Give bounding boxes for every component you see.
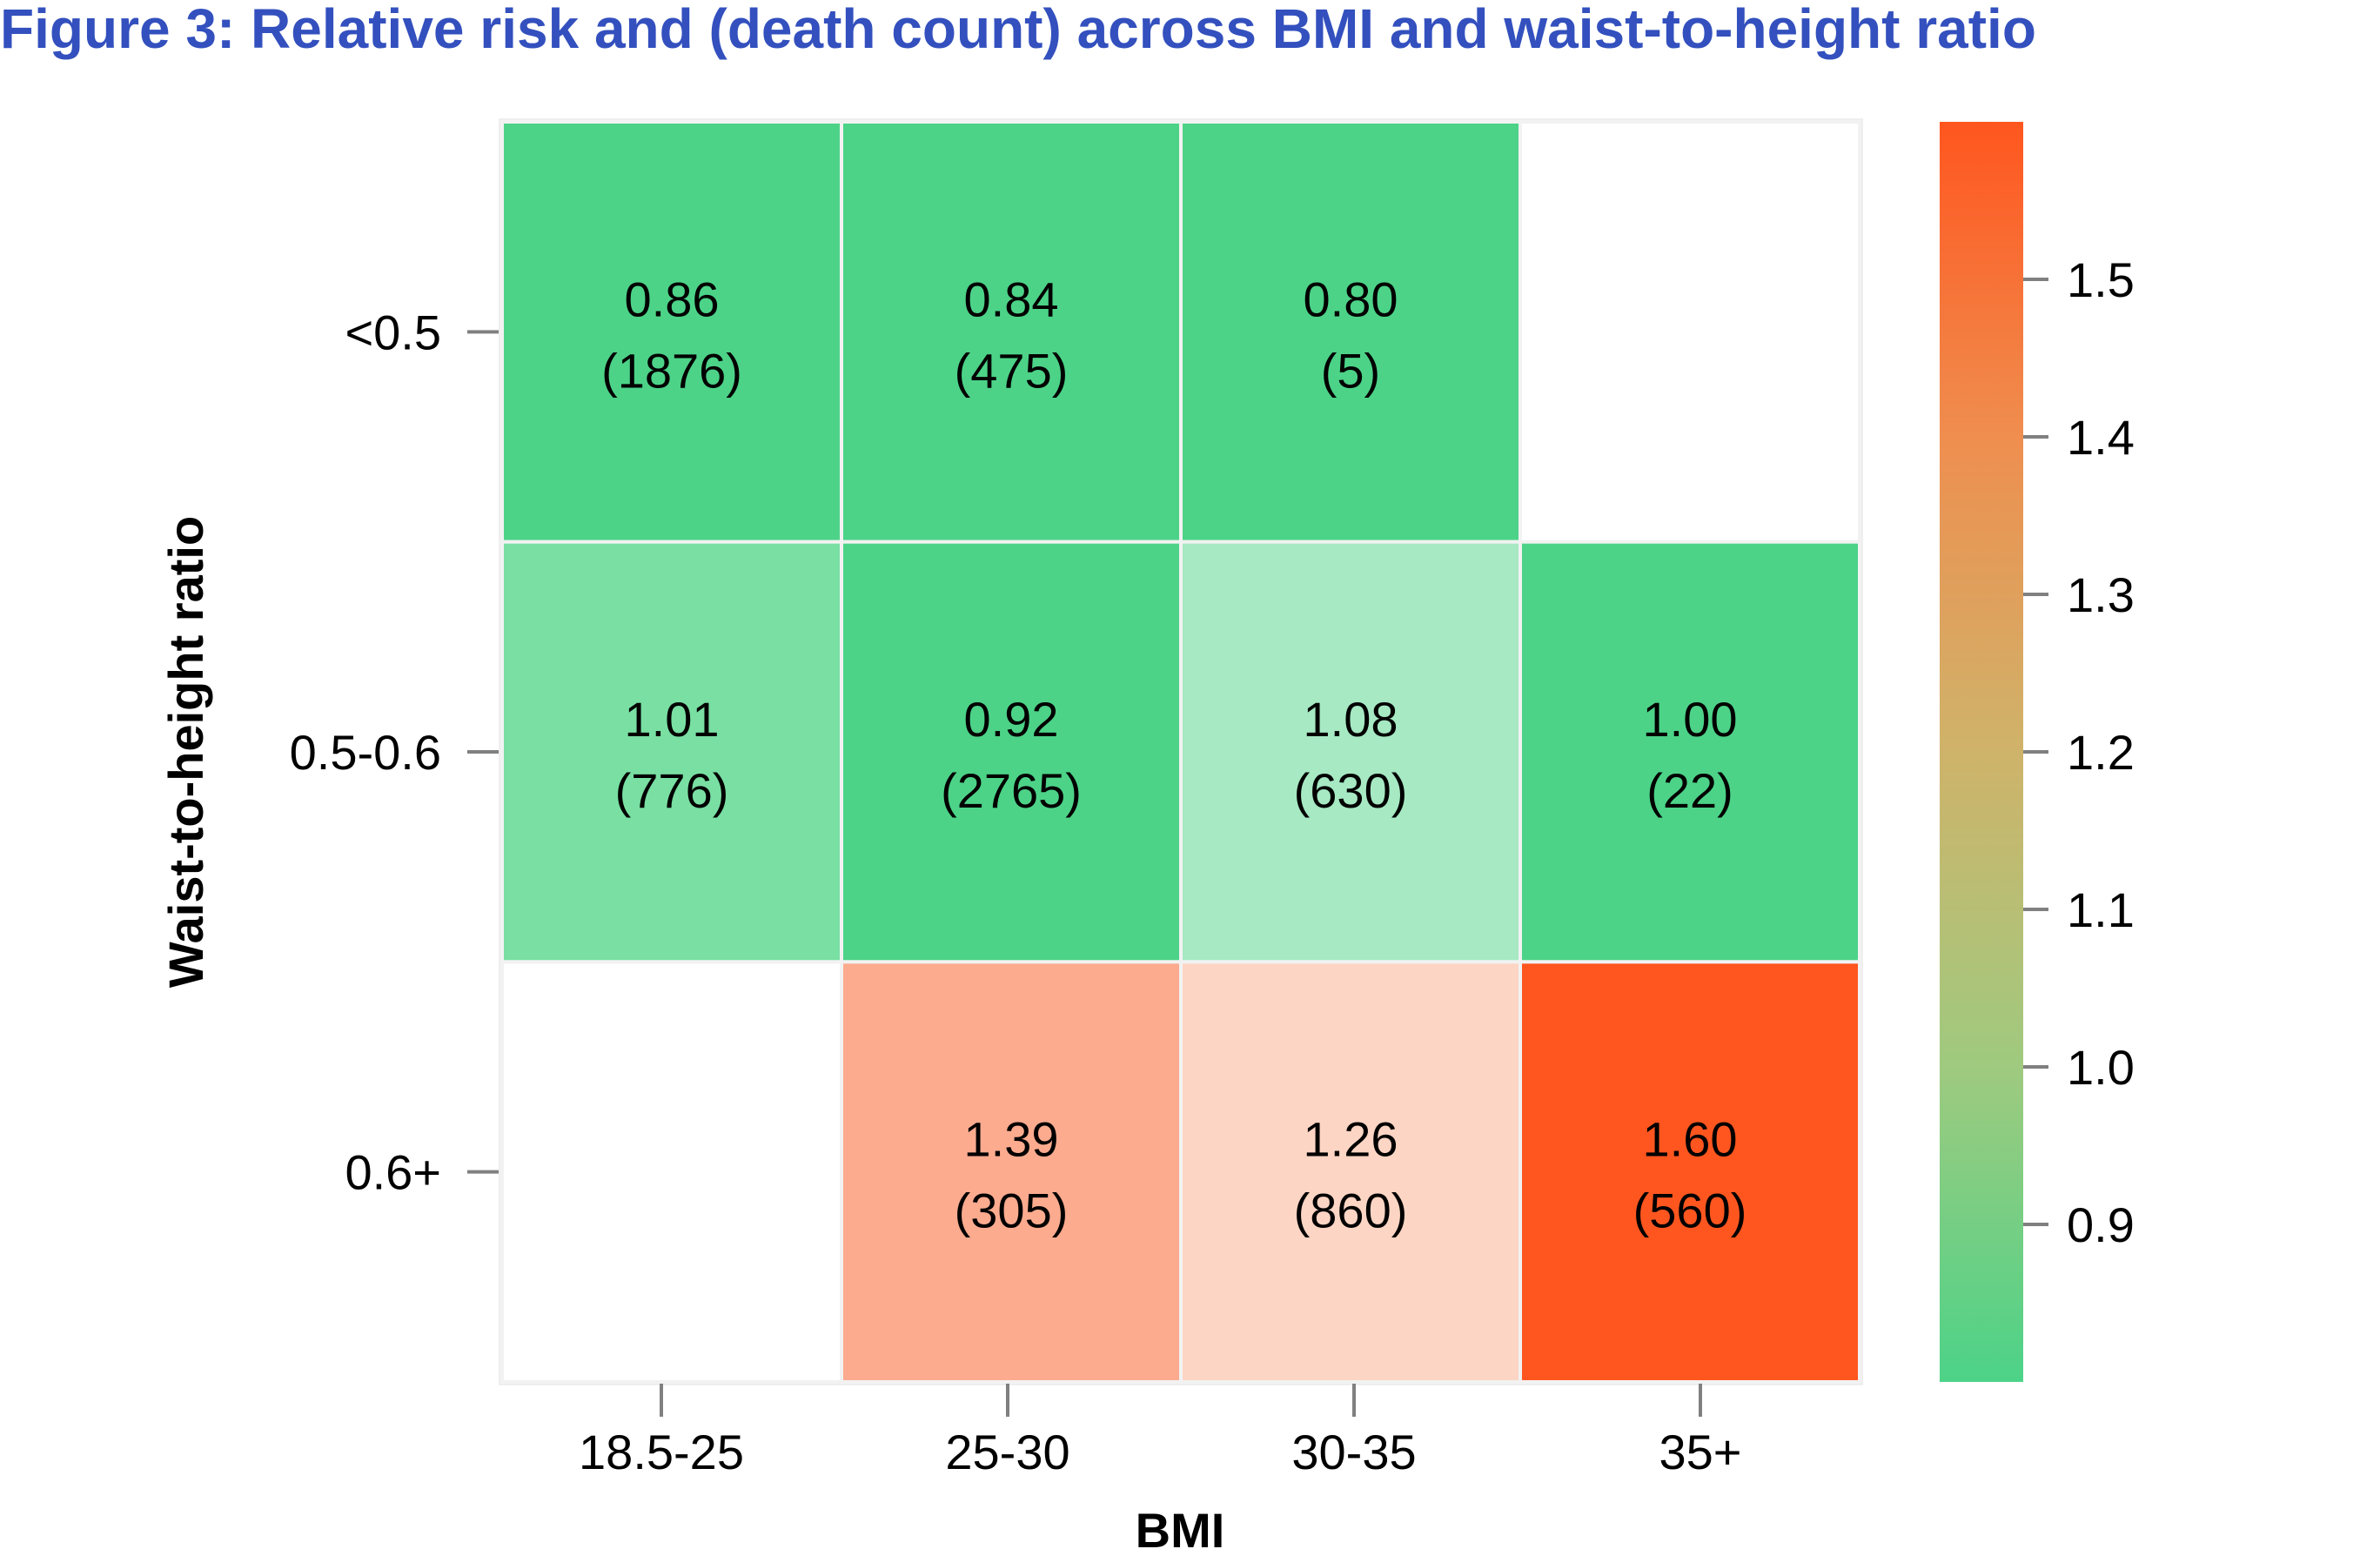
x-tick-label: 35+ <box>1659 1425 1742 1479</box>
colorbar-tick-label: 1.2 <box>2067 725 2135 780</box>
cell-value-label: 0.80 <box>1304 272 1398 326</box>
cell-count-label: (860) <box>1294 1184 1408 1238</box>
cell-rect <box>1179 540 1522 964</box>
cell-rect <box>1179 960 1522 1385</box>
colorbar-tick-label: 1.4 <box>2067 410 2135 465</box>
cell-rect <box>840 120 1183 544</box>
colorbar: 0.9 1.0 1.1 1.2 1.3 1.4 1.5 <box>1940 122 2135 1382</box>
cell-value-label: 0.86 <box>625 272 720 326</box>
cell-value-label: 1.00 <box>1643 692 1738 747</box>
cell-count-label: (475) <box>955 343 1069 398</box>
colorbar-tick-label: 0.9 <box>2067 1197 2135 1252</box>
cell-rect <box>840 540 1183 964</box>
cell-rect <box>840 960 1183 1385</box>
y-tick-label: 0.5-0.6 <box>290 725 441 780</box>
cell-count-label: (5) <box>1321 343 1380 398</box>
cell-rect <box>1519 540 1861 964</box>
cell-value-label: 1.26 <box>1304 1112 1398 1167</box>
x-tick-label: 18.5-25 <box>579 1425 744 1479</box>
cell-value-label: 0.92 <box>964 692 1059 747</box>
heatmap-cell: 1.39 (305) <box>840 960 1183 1385</box>
cell-rect <box>500 540 843 964</box>
heatmap-cell: 0.86 (1876) <box>500 120 843 544</box>
y-tick-label: 0.6+ <box>345 1145 441 1200</box>
cell-rect <box>500 120 843 544</box>
cell-rect <box>1179 120 1522 544</box>
y-axis: <0.5 0.5-0.6 0.6+ <box>290 305 499 1200</box>
heatmap-cell: 0.92 (2765) <box>840 540 1183 964</box>
colorbar-tick-label: 1.3 <box>2067 567 2135 622</box>
y-axis-label: Waist-to-height ratio <box>158 516 213 988</box>
cell-count-label: (22) <box>1646 763 1733 818</box>
cell-value-label: 1.08 <box>1304 692 1398 747</box>
cell-value-label: 1.60 <box>1643 1112 1738 1167</box>
heatmap-cell: 1.26 (860) <box>1179 960 1522 1385</box>
cell-count-label: (630) <box>1294 763 1408 818</box>
cell-count-label: (305) <box>955 1184 1069 1238</box>
x-tick-label: 25-30 <box>945 1425 1069 1479</box>
heatmap-cell: 1.01 (776) <box>500 540 843 964</box>
colorbar-tick-label: 1.5 <box>2067 252 2135 307</box>
heatmap-cell <box>500 960 843 1385</box>
chart-title: Figure 3: Relative risk and (death count… <box>0 0 2036 60</box>
heatmap-cell: 1.00 (22) <box>1519 540 1861 964</box>
heatmap-cell: 1.08 (630) <box>1179 540 1522 964</box>
heatmap-cell <box>1519 120 1861 544</box>
colorbar-tick-label: 1.0 <box>2067 1040 2135 1095</box>
cell-rect <box>1519 960 1861 1385</box>
cell-value-label: 1.01 <box>625 692 720 747</box>
heatmap-cell: 0.80 (5) <box>1179 120 1522 544</box>
cell-rect <box>1519 120 1861 544</box>
cell-rect <box>500 960 843 1385</box>
heatmap-cell: 0.84 (475) <box>840 120 1183 544</box>
x-axis: 18.5-25 25-30 30-35 35+ <box>579 1384 1742 1479</box>
y-tick-label: <0.5 <box>345 305 441 359</box>
heatmap-cell: 1.60 (560) <box>1519 960 1861 1385</box>
x-axis-label: BMI <box>1136 1503 1225 1549</box>
cell-value-label: 1.39 <box>964 1112 1059 1167</box>
cell-count-label: (1876) <box>601 343 742 398</box>
cell-count-label: (560) <box>1633 1184 1747 1238</box>
cell-count-label: (776) <box>615 763 729 818</box>
cell-count-label: (2765) <box>941 763 1082 818</box>
colorbar-tick-label: 1.1 <box>2067 882 2135 937</box>
x-tick-label: 30-35 <box>1291 1425 1416 1479</box>
colorbar-gradient <box>1940 122 2023 1382</box>
heatmap-cells: 0.86 (1876) 0.84 (475) 0.80 (5) 1.01 (776) 0.92 (… <box>500 120 1861 1385</box>
cell-value-label: 0.84 <box>964 272 1059 326</box>
